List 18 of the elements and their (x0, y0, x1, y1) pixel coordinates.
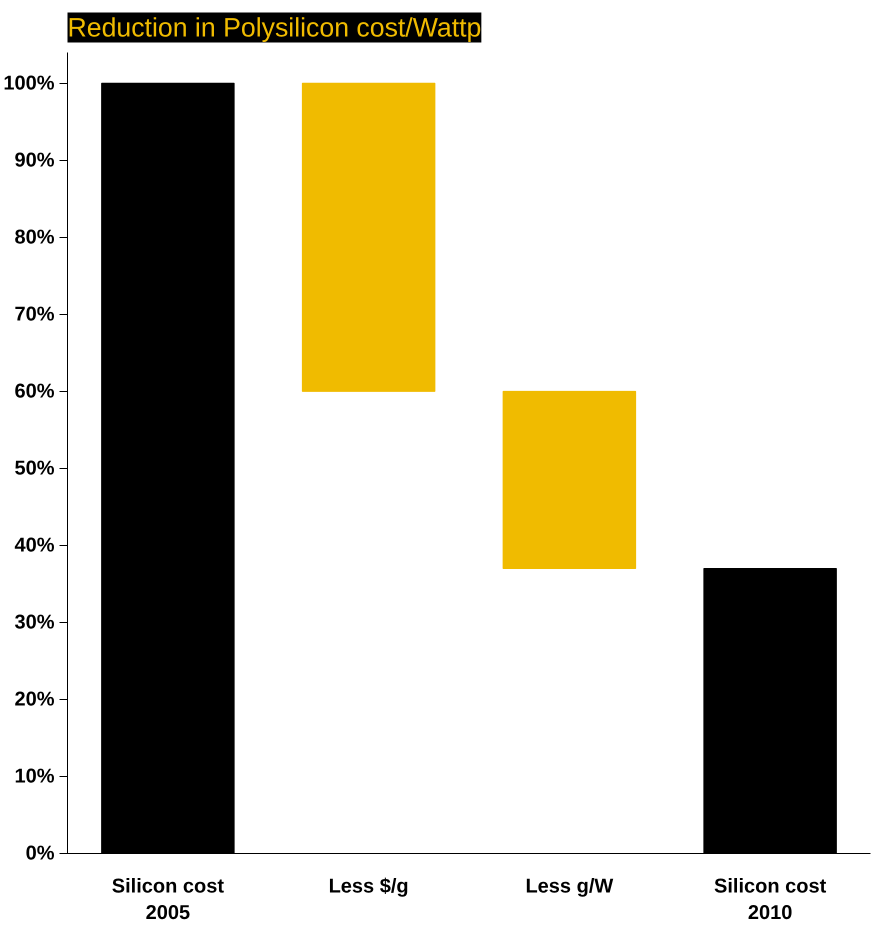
y-tick-label: 40% (14, 534, 55, 556)
y-tick-label: 60% (14, 380, 55, 402)
bar (302, 82, 436, 392)
y-tick-label: 70% (14, 303, 55, 326)
y-tick-label: 50% (14, 457, 55, 480)
y-tick-label: 10% (14, 765, 55, 788)
bar (502, 390, 636, 570)
y-tick-label: 90% (14, 149, 55, 172)
x-tick-label: Silicon cost 2010 (714, 876, 827, 924)
x-tick-label: Less $/g (328, 876, 409, 898)
y-tick-label: 20% (14, 688, 55, 710)
chart-title: Reduction in Polysilicon cost/Wattp (68, 12, 482, 42)
y-tick-label: 30% (14, 611, 55, 634)
x-tick-label: Silicon cost 2005 (112, 876, 224, 924)
y-tick-label: 0% (26, 842, 55, 864)
x-tick-label: Less g/W (525, 876, 614, 898)
y-tick-label: 100% (3, 72, 55, 94)
y-tick-label: 80% (14, 226, 55, 248)
